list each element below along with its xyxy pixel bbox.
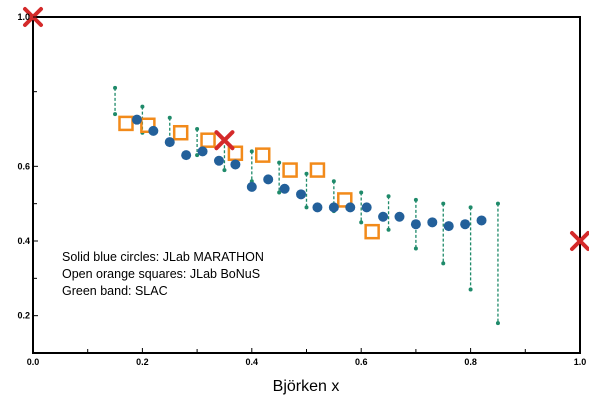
marathon-point bbox=[443, 221, 454, 232]
slac-upper-point bbox=[277, 160, 282, 165]
marathon-point bbox=[394, 211, 405, 222]
x-marker bbox=[570, 231, 589, 251]
bonus-point bbox=[364, 223, 380, 240]
marathon-point bbox=[427, 217, 438, 228]
axis-ticks: 0.0 0.2 0.4 0.6 0.8 1.0 0.2 0.4 0.6 1.0 bbox=[17, 12, 586, 367]
slac-upper-point bbox=[195, 127, 200, 131]
slac-lower-point bbox=[386, 227, 391, 232]
slac-upper-point bbox=[386, 194, 391, 199]
legend-note-slac: Green band: SLAC bbox=[62, 284, 168, 298]
marathon-point bbox=[361, 202, 372, 213]
x-axis-title: Björken x bbox=[273, 378, 340, 395]
slac-upper-point bbox=[413, 197, 418, 202]
slac-band bbox=[113, 85, 500, 326]
bonus-point bbox=[140, 117, 156, 134]
slac-lower-point bbox=[277, 190, 282, 195]
marathon-point bbox=[164, 137, 175, 148]
bonus-point bbox=[254, 147, 271, 163]
marathon-point bbox=[181, 150, 192, 161]
legend-note-marathon: Solid blue circles: JLab MARATHON bbox=[62, 250, 264, 264]
slac-upper-point bbox=[331, 179, 336, 184]
bonus-point bbox=[309, 162, 326, 178]
marathon-point bbox=[460, 219, 471, 230]
x-markers bbox=[23, 7, 589, 251]
x-marker-stroke bbox=[570, 231, 589, 251]
marathon-point bbox=[131, 114, 142, 125]
slac-upper-point bbox=[304, 171, 309, 176]
slac-lower-point bbox=[359, 220, 364, 225]
slac-upper-point bbox=[113, 85, 118, 90]
marathon-point bbox=[279, 183, 290, 194]
marathon-point bbox=[246, 181, 257, 192]
marathon-point bbox=[328, 202, 339, 213]
marathon-point bbox=[213, 155, 224, 166]
bonus-point bbox=[282, 162, 298, 178]
bonus-point bbox=[118, 115, 134, 132]
x-tick-label: 0.4 bbox=[246, 357, 259, 367]
y-tick-label: 0.6 bbox=[17, 161, 30, 171]
slac-lower-point bbox=[441, 261, 446, 266]
slac-upper-point bbox=[468, 205, 473, 210]
marathon-point bbox=[345, 202, 356, 213]
marathon-point bbox=[410, 219, 421, 230]
slac-upper-point bbox=[441, 201, 446, 206]
legend-notes: Solid blue circles: JLab MARATHON Open o… bbox=[62, 250, 264, 298]
y-tick-label: 1.0 bbox=[17, 12, 30, 22]
x-tick-label: 0.2 bbox=[136, 357, 149, 367]
bonus-point bbox=[200, 132, 216, 148]
slac-upper-point bbox=[167, 115, 172, 120]
legend-note-bonus: Open orange squares: JLab BoNuS bbox=[62, 267, 260, 281]
x-marker bbox=[214, 130, 235, 151]
marathon-point bbox=[263, 174, 274, 185]
marathon-point bbox=[148, 125, 159, 136]
y-tick-label: 0.4 bbox=[17, 236, 30, 246]
bonus-point bbox=[337, 192, 353, 208]
y-tick-label: 0.2 bbox=[17, 311, 30, 321]
slac-lower-point bbox=[495, 321, 500, 326]
slac-lower-point bbox=[468, 287, 473, 292]
x-tick-label: 1.0 bbox=[574, 357, 587, 367]
slac-upper-point bbox=[359, 190, 364, 195]
marathon-point bbox=[197, 146, 208, 157]
bonus-point bbox=[172, 124, 189, 141]
slac-upper-point bbox=[249, 149, 254, 154]
slac-upper-point bbox=[140, 104, 145, 109]
marathon-point bbox=[230, 159, 241, 170]
slac-lower-point bbox=[222, 168, 227, 173]
bonus-series bbox=[118, 115, 380, 240]
marathon-point bbox=[378, 211, 389, 222]
slac-lower-point bbox=[413, 246, 418, 251]
x-marker-stroke bbox=[214, 130, 235, 151]
marathon-series bbox=[131, 114, 487, 232]
slac-upper-point bbox=[495, 201, 500, 206]
marathon-point bbox=[476, 215, 487, 226]
marathon-point bbox=[296, 189, 307, 200]
slac-lower-point bbox=[195, 153, 200, 158]
x-tick-label: 0.0 bbox=[27, 357, 40, 367]
slac-lower-point bbox=[304, 205, 309, 210]
slac-lower-point bbox=[113, 112, 118, 117]
x-tick-label: 0.6 bbox=[355, 357, 368, 367]
x-tick-label: 0.8 bbox=[464, 357, 477, 367]
marathon-point bbox=[312, 202, 323, 213]
